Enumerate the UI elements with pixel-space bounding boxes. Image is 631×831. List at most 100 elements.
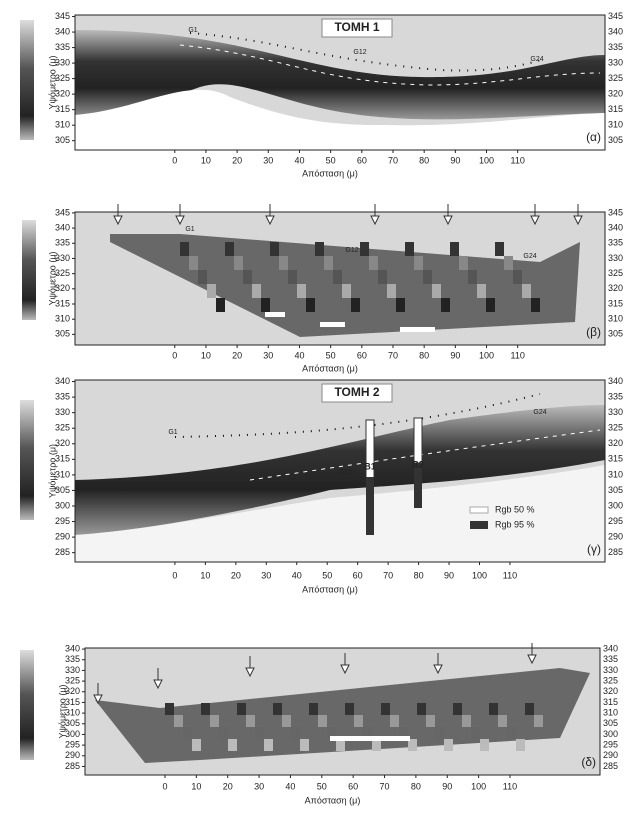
x-tick-label: 10 [191, 781, 201, 791]
tomo-cell [480, 739, 489, 751]
x-axis-label: Απόσταση (μ) [302, 584, 358, 594]
x-axis-label: Απόσταση (μ) [302, 363, 358, 373]
y2-tick-label: 315 [608, 454, 623, 464]
y2-tick-label: 315 [608, 104, 623, 114]
tomo-cell [300, 739, 309, 751]
y2-tick-label: 330 [608, 57, 623, 67]
x-tick-label: 110 [503, 570, 517, 580]
annotation: G24 [523, 253, 536, 260]
y-axis-label: Υψόμετρο (μ) [57, 685, 67, 739]
tomo-cell [426, 715, 435, 727]
legend-label: Rgb 95 % [495, 519, 535, 529]
annotation: G12 [353, 49, 366, 56]
arrow [433, 653, 443, 675]
tomo-cell [327, 727, 336, 739]
y2-tick-label: 315 [603, 697, 618, 707]
tomo-cell [246, 715, 255, 727]
tomo-cell [417, 703, 426, 715]
tomo-cell [525, 703, 534, 715]
tomo-cell [174, 715, 183, 727]
y-tick-label: 335 [55, 391, 70, 401]
tomo-cell [414, 256, 423, 270]
y-tick-label: 300 [55, 500, 70, 510]
tomo-cell [282, 715, 291, 727]
x-axis-label: Απόσταση (μ) [305, 795, 361, 805]
x-tick-label: 0 [172, 350, 177, 360]
x-tick-label: 70 [388, 350, 398, 360]
y-tick-label: 285 [55, 547, 70, 557]
y-tick-label: 340 [65, 643, 80, 653]
tomo-cell [255, 727, 264, 739]
x-tick-label: 0 [172, 155, 177, 165]
tomo-cell [261, 298, 270, 312]
y2-tick-label: 330 [608, 253, 623, 263]
y2-tick-label: 335 [608, 238, 623, 248]
y2-tick-label: 300 [608, 500, 623, 510]
tomo-cell [498, 715, 507, 727]
tomo-cell [354, 715, 363, 727]
tomo-cell [450, 242, 459, 256]
y2-tick-label: 325 [608, 73, 623, 83]
colorbar [22, 220, 36, 320]
x-tick-label: 70 [383, 570, 393, 580]
ground-floor [75, 89, 605, 150]
tomo-cell [225, 242, 234, 256]
borehole-top [413, 417, 423, 464]
x-tick-label: 50 [326, 155, 336, 165]
colorbar [20, 650, 34, 760]
y2-tick-label: 330 [608, 407, 623, 417]
tomo-cell [264, 739, 273, 751]
tomo-cell [360, 242, 369, 256]
y2-tick-label: 340 [608, 26, 623, 36]
tomo-cell [192, 739, 201, 751]
x-tick-label: 50 [326, 350, 336, 360]
y2-tick-label: 320 [603, 686, 618, 696]
tomo-cell [336, 739, 345, 751]
y-tick-label: 315 [65, 697, 80, 707]
tomo-cell [333, 270, 342, 284]
tomo-cell [522, 284, 531, 298]
tomo-cell [369, 256, 378, 270]
tomo-cell [381, 703, 390, 715]
tomo-cell [459, 256, 468, 270]
arrow [265, 204, 275, 226]
x-tick-label: 100 [472, 570, 487, 580]
arrow [527, 643, 537, 665]
colorbar [20, 400, 34, 520]
tomo-cell [351, 298, 360, 312]
y-tick-label: 345 [55, 207, 70, 217]
tomo-cell [507, 727, 516, 739]
tomo-cell [462, 715, 471, 727]
y-tick-label: 295 [55, 516, 70, 526]
tomo-cell [408, 739, 417, 751]
x-tick-label: 30 [261, 570, 271, 580]
arrow [530, 204, 540, 226]
tomo-cell [441, 298, 450, 312]
arrow [245, 656, 255, 678]
y-tick-label: 325 [55, 73, 70, 83]
tomo-cell [378, 270, 387, 284]
tomo-cell [495, 242, 504, 256]
annotation: B2 [412, 459, 424, 469]
x-tick-label: 20 [223, 781, 233, 791]
y2-tick-label: 290 [608, 531, 623, 541]
y2-tick-label: 335 [608, 391, 623, 401]
y2-tick-label: 285 [608, 547, 623, 557]
y-tick-label: 285 [65, 761, 80, 771]
tomo-cell [219, 727, 228, 739]
y-tick-label: 290 [65, 750, 80, 760]
x-tick-label: 90 [450, 350, 460, 360]
tomo-cell [315, 242, 324, 256]
y-tick-label: 325 [55, 423, 70, 433]
annotation: G1 [188, 27, 197, 34]
y2-tick-label: 340 [603, 643, 618, 653]
y2-tick-label: 305 [608, 329, 623, 339]
x-tick-label: 70 [380, 781, 390, 791]
legend-label: Rgb 50 % [495, 504, 535, 514]
gap [330, 736, 410, 741]
x-tick-label: 70 [388, 155, 398, 165]
tomo-cell [372, 739, 381, 751]
annotation: G24 [530, 56, 543, 63]
dotted-line [174, 393, 541, 438]
y-tick-label: 335 [65, 654, 80, 664]
